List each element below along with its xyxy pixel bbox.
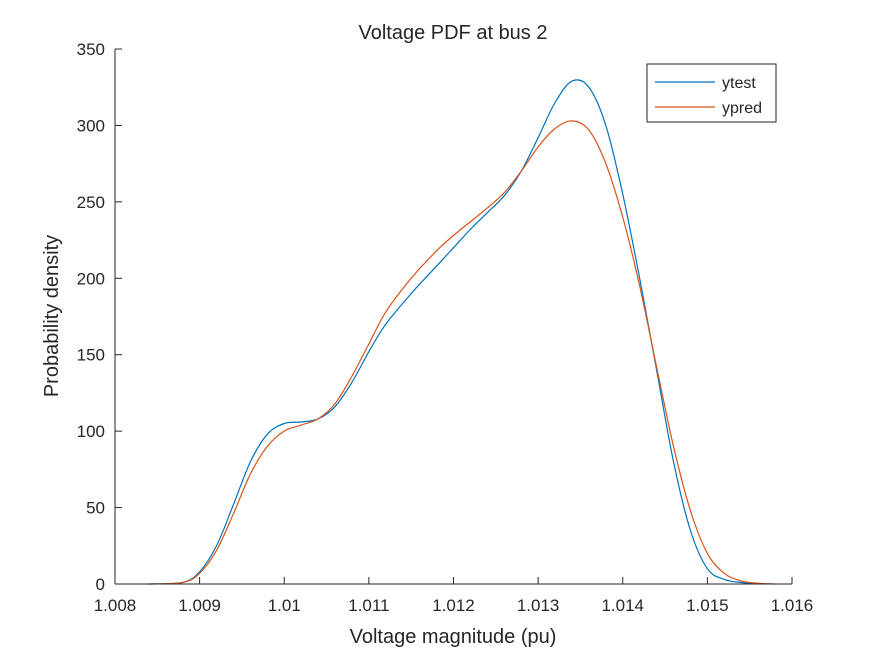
legend-box	[646, 63, 777, 123]
x-tick-label: 1.013	[517, 596, 560, 615]
series-line-ytest	[148, 79, 759, 585]
y-tick-label: 0	[96, 575, 105, 594]
x-tick-label: 1.01	[268, 596, 301, 615]
plot-background	[115, 49, 792, 584]
plot-area	[115, 49, 792, 584]
x-tick-label: 1.009	[178, 596, 221, 615]
legend-label-ytest: ytest	[722, 75, 756, 92]
x-tick-label: 1.014	[601, 596, 644, 615]
curves	[148, 79, 776, 585]
x-axis-label: Voltage magnitude (pu)	[350, 626, 557, 648]
y-tick-label: 250	[77, 193, 105, 212]
legend-label-ypred: ypred	[722, 100, 762, 117]
legend: ytest ypred	[646, 63, 777, 123]
y-axis-label: Probability density	[41, 235, 63, 397]
ticks: 1.008 1.009 1.01 1.011 1.012 1.013 1.014 1.015 1…	[77, 40, 814, 615]
y-tick-label: 50	[86, 499, 105, 518]
y-tick-label: 100	[77, 422, 105, 441]
y-tick-label: 300	[77, 116, 105, 135]
y-tick-label: 200	[77, 269, 105, 288]
x-tick-label: 1.008	[94, 596, 137, 615]
y-tick-label: 350	[77, 40, 105, 59]
x-tick-label: 1.016	[771, 596, 814, 615]
series-line-ypred	[148, 120, 776, 585]
x-tick-label: 1.012	[432, 596, 475, 615]
chart-title: Voltage PDF at bus 2	[358, 22, 547, 44]
x-tick-label: 1.015	[686, 596, 729, 615]
x-tick-label: 1.011	[348, 596, 389, 615]
y-tick-label: 150	[77, 346, 105, 365]
